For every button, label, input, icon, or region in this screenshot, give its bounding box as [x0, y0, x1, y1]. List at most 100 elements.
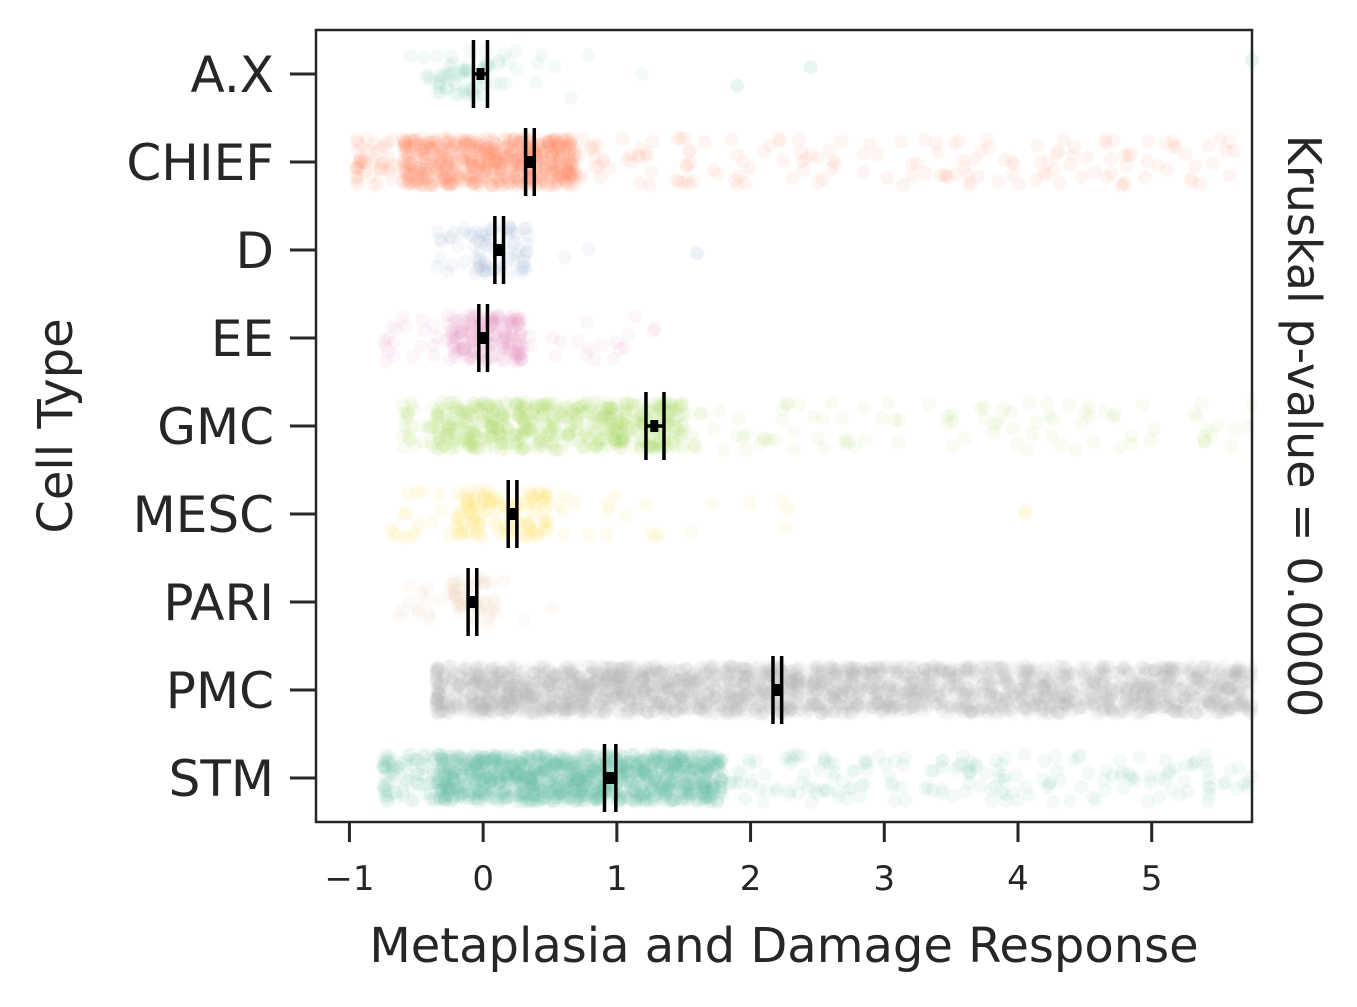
data-point [1183, 686, 1198, 701]
data-point [915, 668, 930, 683]
data-point [880, 171, 895, 185]
data-point [561, 167, 576, 182]
data-point [400, 171, 415, 186]
data-point [1079, 660, 1094, 675]
data-point [580, 314, 595, 329]
data-point [562, 671, 577, 686]
data-point [455, 174, 470, 189]
data-point [788, 662, 803, 677]
data-point [434, 68, 449, 83]
data-point [528, 75, 543, 90]
data-point [587, 150, 602, 165]
data-point [1104, 701, 1119, 716]
data-point [544, 158, 559, 173]
data-point [444, 134, 459, 149]
data-point [1205, 668, 1220, 683]
data-point [403, 156, 418, 171]
data-point [549, 142, 563, 156]
data-point [958, 159, 972, 174]
data-point [478, 168, 493, 183]
data-point [563, 166, 578, 181]
data-point [811, 175, 826, 190]
data-point [1140, 794, 1155, 809]
data-point [621, 328, 636, 342]
data-point [446, 172, 461, 187]
data-point [828, 663, 843, 678]
data-point [816, 682, 830, 697]
data-point [423, 612, 438, 627]
data-point [559, 159, 574, 174]
data-point [458, 147, 473, 162]
data-point [591, 159, 606, 174]
data-point [1184, 175, 1199, 189]
data-point [551, 153, 566, 168]
data-point [352, 150, 367, 165]
data-point [634, 66, 649, 81]
data-point [602, 161, 617, 176]
data-point [736, 430, 751, 445]
data-point [555, 144, 570, 158]
data-point [427, 156, 442, 171]
data-point [461, 168, 475, 183]
data-point [550, 160, 565, 175]
data-point [474, 258, 488, 273]
data-point [540, 139, 555, 154]
data-point [514, 351, 529, 366]
data-point [1005, 421, 1020, 436]
data-point [504, 146, 519, 161]
data-point [479, 158, 494, 173]
data-point [1227, 422, 1242, 437]
data-point [409, 174, 424, 189]
data-point [434, 142, 449, 157]
data-point [374, 161, 389, 176]
data-point [444, 324, 458, 339]
data-point [440, 159, 454, 174]
data-point [659, 416, 674, 431]
data-point [422, 177, 437, 192]
data-point [1100, 170, 1115, 185]
data-point [824, 395, 839, 410]
data-point [462, 154, 477, 169]
data-point [480, 399, 495, 414]
data-point [1063, 157, 1078, 172]
data-point [675, 175, 690, 190]
data-point [1164, 701, 1179, 715]
data-point [481, 157, 496, 172]
data-point [459, 60, 474, 75]
data-point [792, 398, 807, 413]
data-point [441, 155, 456, 169]
data-point [462, 506, 477, 520]
data-point [512, 158, 527, 173]
data-point [418, 139, 433, 154]
data-point [481, 153, 495, 168]
data-point [775, 493, 790, 508]
data-point [538, 162, 553, 177]
data-point [834, 134, 849, 149]
data-point [682, 143, 697, 158]
data-point [545, 601, 560, 616]
data-point [406, 146, 421, 161]
data-point [468, 139, 482, 154]
data-point [508, 152, 523, 167]
data-point [423, 140, 438, 155]
data-point [1080, 150, 1095, 165]
data-point [559, 132, 574, 147]
data-point [448, 168, 463, 183]
data-point [561, 153, 576, 168]
data-point [1041, 154, 1056, 169]
data-point [484, 178, 499, 193]
data-point [509, 163, 524, 178]
data-point [504, 143, 519, 158]
data-point [454, 63, 469, 78]
data-point [439, 80, 454, 95]
data-point [473, 143, 487, 158]
data-point [427, 136, 442, 151]
data-point [432, 139, 447, 154]
data-point [450, 345, 465, 360]
data-point [457, 255, 472, 270]
data-point [641, 706, 656, 720]
data-point [751, 674, 766, 689]
data-point [420, 157, 435, 172]
data-point [604, 406, 619, 421]
data-point [481, 131, 496, 146]
